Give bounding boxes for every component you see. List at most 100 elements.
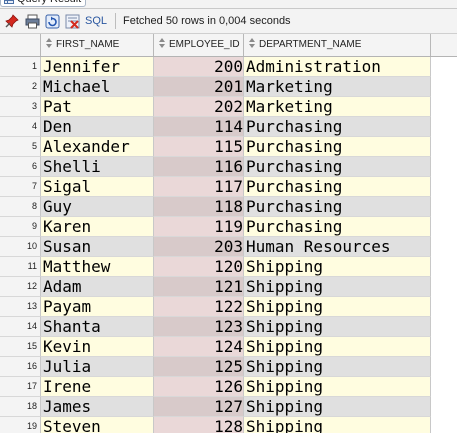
cell-employee-id[interactable]: 121 (154, 277, 244, 297)
table-row[interactable]: 2 Michael 201 Marketing (0, 77, 457, 97)
cell-first-name[interactable]: Guy (41, 197, 154, 217)
cell-first-name[interactable]: Julia (41, 357, 154, 377)
cell-employee-id[interactable]: 128 (154, 417, 244, 433)
export-icon[interactable] (64, 13, 80, 29)
cell-employee-id[interactable]: 123 (154, 317, 244, 337)
cell-first-name[interactable]: Shanta (41, 317, 154, 337)
cell-employee-id[interactable]: 119 (154, 217, 244, 237)
table-row[interactable]: 16 Julia 125 Shipping (0, 357, 457, 377)
cell-first-name[interactable]: Payam (41, 297, 154, 317)
cell-department-name[interactable]: Purchasing (244, 137, 431, 157)
row-number: 12 (0, 277, 41, 297)
cell-department-name[interactable]: Shipping (244, 357, 431, 377)
cell-employee-id[interactable]: 203 (154, 237, 244, 257)
sort-icon (248, 36, 256, 48)
table-row[interactable]: 8 Guy 118 Purchasing (0, 197, 457, 217)
cell-first-name[interactable]: Jennifer (41, 57, 154, 77)
table-row[interactable]: 13 Payam 122 Shipping (0, 297, 457, 317)
cell-department-name[interactable]: Shipping (244, 417, 431, 433)
cell-first-name[interactable]: James (41, 397, 154, 417)
cell-first-name[interactable]: Susan (41, 237, 154, 257)
cell-employee-id[interactable]: 116 (154, 157, 244, 177)
cell-department-name[interactable]: Marketing (244, 77, 431, 97)
cell-employee-id[interactable]: 126 (154, 377, 244, 397)
cell-employee-id[interactable]: 125 (154, 357, 244, 377)
table-row[interactable]: 18 James 127 Shipping (0, 397, 457, 417)
table-row[interactable]: 12 Adam 121 Shipping (0, 277, 457, 297)
row-number-header[interactable] (0, 34, 41, 56)
cell-department-name[interactable]: Purchasing (244, 117, 431, 137)
cell-department-name[interactable]: Purchasing (244, 217, 431, 237)
cell-first-name[interactable]: Matthew (41, 257, 154, 277)
table-row[interactable]: 9 Karen 119 Purchasing (0, 217, 457, 237)
sort-icon (158, 36, 166, 48)
tab-label: Query Result (17, 0, 81, 5)
row-number: 4 (0, 117, 41, 137)
tab-bar: Query Result (0, 0, 457, 9)
cell-department-name[interactable]: Shipping (244, 297, 431, 317)
column-header-department-name[interactable]: DEPARTMENT_NAME (244, 34, 431, 56)
row-number: 2 (0, 77, 41, 97)
cell-first-name[interactable]: Kevin (41, 337, 154, 357)
cell-first-name[interactable]: Adam (41, 277, 154, 297)
cell-employee-id[interactable]: 202 (154, 97, 244, 117)
table-row[interactable]: 4 Den 114 Purchasing (0, 117, 457, 137)
query-result-grid: FIRST_NAME EMPLOYEE_ID DEPARTMENT_NAME 1… (0, 34, 457, 433)
table-row[interactable]: 7 Sigal 117 Purchasing (0, 177, 457, 197)
cell-first-name[interactable]: Alexander (41, 137, 154, 157)
table-row[interactable]: 19 Steven 128 Shipping (0, 417, 457, 433)
cell-employee-id[interactable]: 200 (154, 57, 244, 77)
table-row[interactable]: 5 Alexander 115 Purchasing (0, 137, 457, 157)
cell-department-name[interactable]: Shipping (244, 377, 431, 397)
cell-employee-id[interactable]: 201 (154, 77, 244, 97)
column-header-first-name[interactable]: FIRST_NAME (41, 34, 154, 56)
cell-department-name[interactable]: Shipping (244, 397, 431, 417)
row-number: 11 (0, 257, 41, 277)
table-row[interactable]: 14 Shanta 123 Shipping (0, 317, 457, 337)
sql-button[interactable]: SQL (85, 15, 108, 27)
cell-first-name[interactable]: Den (41, 117, 154, 137)
cell-department-name[interactable]: Marketing (244, 97, 431, 117)
cell-department-name[interactable]: Human Resources (244, 237, 431, 257)
table-row[interactable]: 11 Matthew 120 Shipping (0, 257, 457, 277)
cell-employee-id[interactable]: 122 (154, 297, 244, 317)
cell-employee-id[interactable]: 115 (154, 137, 244, 157)
column-header-row: FIRST_NAME EMPLOYEE_ID DEPARTMENT_NAME (0, 34, 457, 57)
cell-department-name[interactable]: Purchasing (244, 177, 431, 197)
cell-department-name[interactable]: Purchasing (244, 157, 431, 177)
print-icon[interactable] (24, 13, 40, 29)
cell-department-name[interactable]: Shipping (244, 277, 431, 297)
cell-employee-id[interactable]: 118 (154, 197, 244, 217)
cell-first-name[interactable]: Shelli (41, 157, 154, 177)
cell-employee-id[interactable]: 117 (154, 177, 244, 197)
cell-first-name[interactable]: Sigal (41, 177, 154, 197)
cell-employee-id[interactable]: 114 (154, 117, 244, 137)
cell-first-name[interactable]: Steven (41, 417, 154, 433)
cell-employee-id[interactable]: 120 (154, 257, 244, 277)
cell-department-name[interactable]: Purchasing (244, 197, 431, 217)
column-header-employee-id[interactable]: EMPLOYEE_ID (154, 34, 244, 56)
table-row[interactable]: 15 Kevin 124 Shipping (0, 337, 457, 357)
cell-department-name[interactable]: Shipping (244, 337, 431, 357)
pin-icon[interactable] (4, 13, 20, 29)
toolbar-separator (115, 13, 117, 29)
refresh-icon[interactable] (44, 13, 60, 29)
table-row[interactable]: 10 Susan 203 Human Resources (0, 237, 457, 257)
row-number: 9 (0, 217, 41, 237)
cell-department-name[interactable]: Shipping (244, 257, 431, 277)
cell-first-name[interactable]: Karen (41, 217, 154, 237)
cell-first-name[interactable]: Michael (41, 77, 154, 97)
cell-first-name[interactable]: Pat (41, 97, 154, 117)
cell-first-name[interactable]: Irene (41, 377, 154, 397)
table-row[interactable]: 1 Jennifer 200 Administration (0, 57, 457, 77)
cell-employee-id[interactable]: 127 (154, 397, 244, 417)
table-row[interactable]: 17 Irene 126 Shipping (0, 377, 457, 397)
cell-employee-id[interactable]: 124 (154, 337, 244, 357)
row-number: 6 (0, 157, 41, 177)
table-row[interactable]: 3 Pat 202 Marketing (0, 97, 457, 117)
row-number: 16 (0, 357, 41, 377)
table-row[interactable]: 6 Shelli 116 Purchasing (0, 157, 457, 177)
tab-query-result[interactable]: Query Result (0, 0, 86, 7)
cell-department-name[interactable]: Administration (244, 57, 431, 77)
cell-department-name[interactable]: Shipping (244, 317, 431, 337)
